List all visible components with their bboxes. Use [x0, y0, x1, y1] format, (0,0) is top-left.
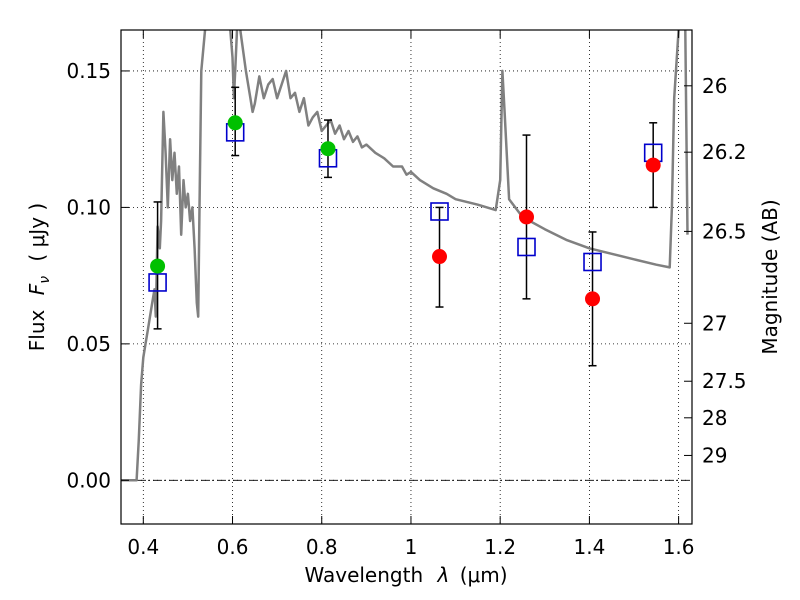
axes: 0.4 0.6 0.8 1 1.2 1.4 1.6 0.00 0.05 0.10 0.15 26 26.…	[66, 30, 747, 559]
mag-tick-label-0: 26	[702, 74, 727, 98]
y-tick-label-1: 0.05	[66, 332, 111, 356]
x-axis-label-text: Wavelength	[304, 563, 423, 587]
model-point-4	[517, 237, 536, 257]
x-tick-label-2: 0.8	[306, 535, 338, 559]
grid	[121, 30, 692, 524]
observed-point-2	[320, 141, 336, 157]
x-tick-label-1: 0.6	[217, 535, 249, 559]
model-point-3	[430, 202, 449, 221]
observed-point-5	[585, 291, 601, 307]
x-axis-label-unit: (μm)	[460, 563, 508, 587]
mag-tick-label-4: 27.5	[702, 369, 747, 393]
mag-tick-label-6: 29	[702, 443, 727, 467]
mag-tick-label-2: 26.5	[702, 219, 747, 243]
y-axis-label-symbol: F	[25, 283, 49, 295]
mag-tick-label-5: 28	[702, 406, 727, 430]
observed-point-3	[432, 249, 448, 265]
observed-point-1	[227, 115, 243, 131]
x-tick-label-4: 1.2	[484, 535, 516, 559]
y-axis-label-unit: ( μJy )	[25, 203, 49, 262]
mag-tick-label-3: 27	[702, 311, 727, 335]
x-tick-label-6: 1.6	[663, 535, 695, 559]
x-tick-label-5: 1.4	[573, 535, 605, 559]
observed-point-4	[518, 209, 534, 225]
observed-point-6	[645, 157, 661, 173]
y-tick-label-3: 0.15	[66, 59, 111, 83]
observed-point-0	[150, 258, 166, 274]
x-axis-label: Wavelength λ (μm)	[304, 563, 507, 587]
y-axis-label-subscript: ν	[37, 276, 53, 284]
y-axis-label-text: Flux	[25, 309, 49, 351]
y-tick-label-0: 0.00	[66, 468, 111, 492]
x-tick-label-3: 1	[405, 535, 418, 559]
model-point-5	[583, 252, 602, 272]
x-tick-label-0: 0.4	[127, 535, 159, 559]
model-point-0	[148, 273, 167, 292]
x-axis-label-symbol: λ	[437, 563, 450, 587]
plot-area	[121, 30, 692, 482]
plot-frame	[120, 29, 693, 525]
y-axis-label: Flux Fν ( μJy )	[25, 203, 54, 351]
mag-tick-label-1: 26.2	[702, 140, 747, 164]
sed-template-curve	[121, 30, 689, 482]
y-tick-label-2: 0.10	[66, 195, 111, 219]
secondary-y-axis-label: Magnitude (AB)	[758, 199, 782, 354]
